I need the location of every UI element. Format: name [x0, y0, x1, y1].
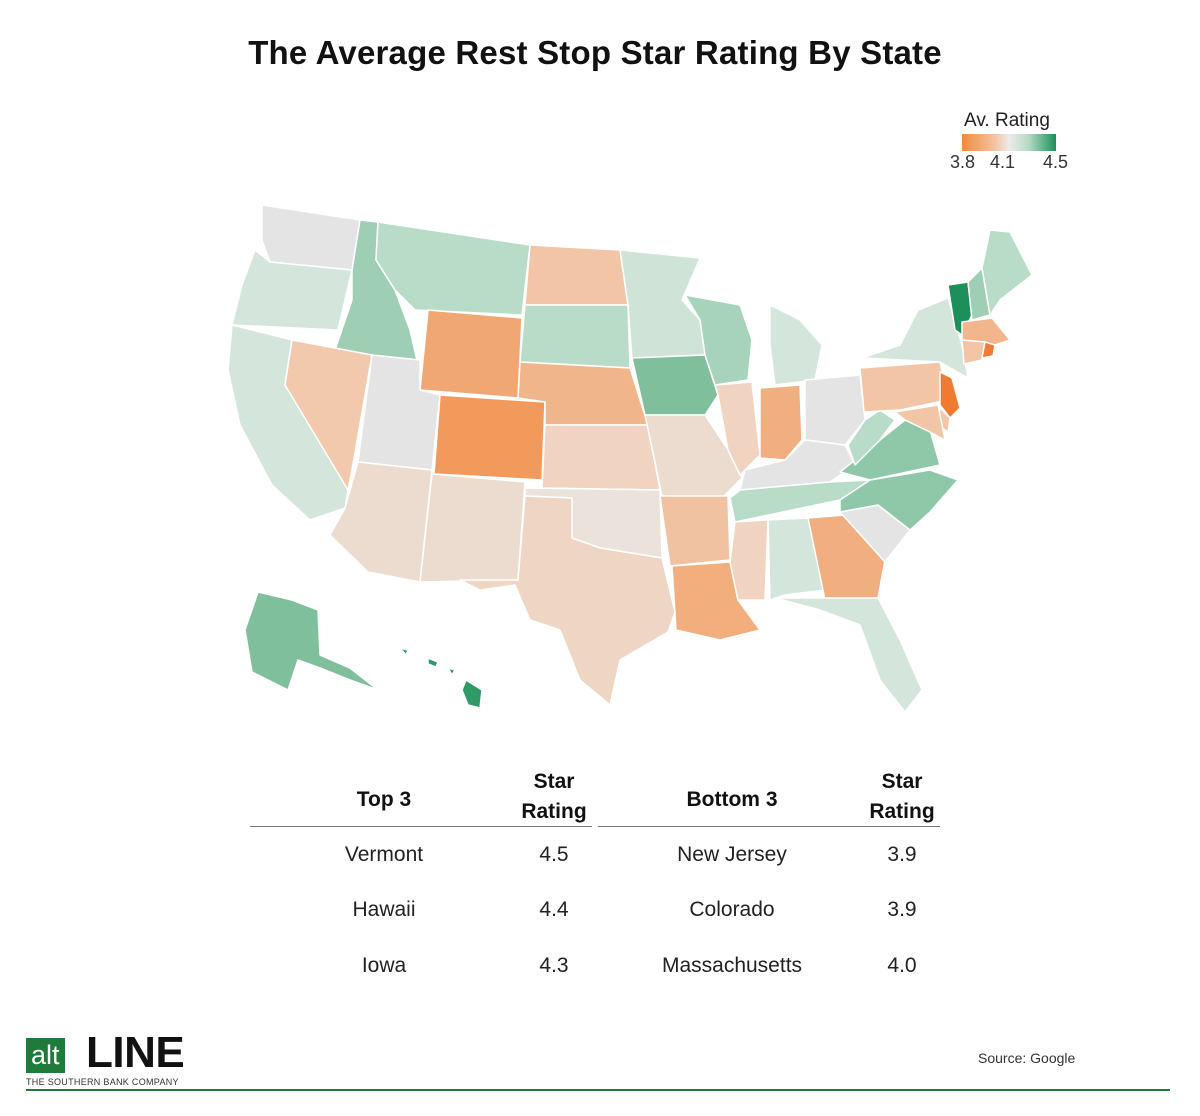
state-washington[interactable] — [261, 204, 361, 271]
state-colorado[interactable] — [433, 394, 546, 481]
legend-gradient-bar — [962, 134, 1056, 151]
chart-title: The Average Rest Stop Star Rating By Sta… — [248, 34, 942, 71]
top-rating-1: 4.5 — [539, 843, 569, 866]
top-state-2: Hawaii — [352, 898, 416, 921]
state-michigan[interactable] — [769, 304, 823, 386]
state-rhode-island[interactable] — [981, 341, 996, 359]
state-wyoming[interactable] — [419, 309, 523, 399]
state-georgia[interactable] — [807, 514, 886, 601]
bottom-rating-header-line1: Star — [881, 770, 923, 793]
state-new-jersey[interactable] — [939, 371, 961, 419]
state-south-dakota[interactable] — [519, 304, 631, 369]
state-hawaii[interactable] — [399, 647, 483, 709]
color-legend: Av. Rating 3.8 4.1 4.5 — [948, 108, 1078, 178]
footer-rule — [26, 1089, 1170, 1091]
state-maryland[interactable] — [894, 404, 946, 441]
state-illinois[interactable] — [714, 381, 761, 476]
logo-line-text: LINE — [86, 1028, 185, 1077]
state-maine[interactable] — [981, 229, 1033, 316]
state-north-carolina[interactable] — [839, 469, 959, 531]
state-texas[interactable] — [459, 495, 676, 706]
top-state-1: Vermont — [344, 843, 424, 866]
state-north-dakota[interactable] — [524, 244, 629, 306]
top-rating-header-line2: Rating — [521, 800, 587, 823]
legend-tick-mid: 4.1 — [990, 152, 1016, 172]
legend-tick-max: 4.5 — [1043, 152, 1069, 172]
top-rating-3: 4.3 — [539, 954, 569, 977]
altline-logo: alt LINE THE SOUTHERN BANK COMPANY — [26, 1030, 226, 1094]
us-choropleth-map — [180, 195, 1050, 725]
state-oregon[interactable] — [231, 249, 353, 331]
state-wisconsin[interactable] — [684, 294, 753, 386]
bottom-state-1: New Jersey — [677, 843, 787, 866]
top-rating-header-line1: Star — [533, 770, 575, 793]
state-alaska[interactable] — [244, 591, 379, 691]
state-indiana[interactable] — [759, 384, 803, 461]
bottom-rating-2: 3.9 — [887, 898, 917, 921]
state-pennsylvania[interactable] — [859, 361, 949, 413]
bottom-rating-3: 4.0 — [887, 954, 917, 977]
state-mississippi[interactable] — [729, 519, 769, 601]
state-new-mexico[interactable] — [419, 473, 526, 583]
state-kansas[interactable] — [541, 424, 661, 491]
bottom-table-rule — [598, 826, 940, 827]
legend-title: Av. Rating — [964, 110, 1050, 131]
top-rating-2: 4.4 — [539, 898, 569, 921]
logo-alt-badge: alt — [26, 1038, 65, 1073]
state-massachusetts[interactable] — [961, 317, 1011, 346]
source-note: Source: Google — [978, 1050, 1076, 1066]
state-nevada[interactable] — [284, 339, 373, 491]
state-iowa[interactable] — [631, 354, 719, 416]
top-3-header: Top 3 — [356, 788, 412, 811]
top-table-rule — [250, 826, 592, 827]
state-arizona[interactable] — [329, 461, 433, 583]
state-ohio[interactable] — [804, 374, 866, 446]
state-florida[interactable] — [774, 597, 923, 713]
bottom-3-header: Bottom 3 — [686, 788, 778, 811]
bottom-state-3: Massachusetts — [661, 954, 803, 977]
top-state-3: Iowa — [361, 954, 407, 977]
state-west-virginia[interactable] — [847, 409, 896, 466]
bottom-rating-header-line2: Rating — [869, 800, 935, 823]
state-connecticut[interactable] — [961, 339, 986, 365]
bottom-rating-1: 3.9 — [887, 843, 917, 866]
legend-tick-min: 3.8 — [950, 152, 976, 172]
state-alabama[interactable] — [767, 517, 826, 601]
bottom-state-2: Colorado — [689, 898, 775, 921]
logo-subtitle: THE SOUTHERN BANK COMPANY — [26, 1077, 179, 1087]
state-arkansas[interactable] — [659, 495, 731, 567]
ranking-tables: Top 3 Star Rating Bottom 3 Star Rating V… — [250, 765, 950, 995]
